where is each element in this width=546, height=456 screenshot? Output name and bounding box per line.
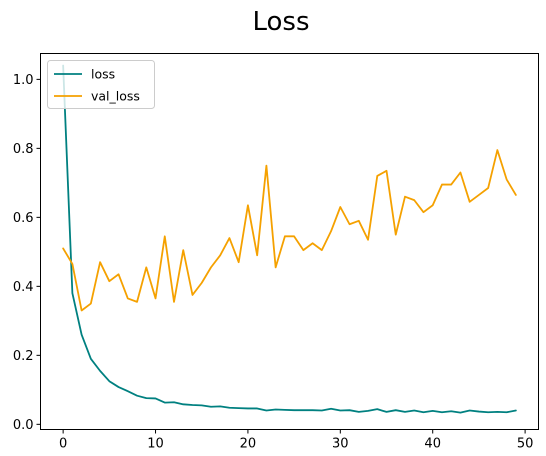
legend-label-loss: loss [91,67,115,82]
series-layer [62,64,517,414]
y-tick-label: 0.4 [13,280,34,295]
chart-title: Loss [252,7,309,37]
x-tick-label: 20 [240,437,257,452]
y-tick-label: 0.2 [13,349,34,364]
x-tick-label: 10 [147,437,164,452]
x-tick-label: 30 [332,437,349,452]
y-axis: 0.0 0.2 0.4 0.6 0.8 1.0 [13,73,41,433]
y-tick-label: 0.8 [13,142,34,157]
series-line-val-loss [62,149,517,312]
x-axis: 0 10 20 30 40 50 [59,429,534,452]
x-tick-label: 0 [59,437,67,452]
series-line-loss [62,64,517,414]
plot-frame [40,53,539,430]
x-tick-label: 40 [424,437,441,452]
y-tick-label: 0.6 [13,211,34,226]
y-tick-label: 1.0 [13,73,34,88]
x-tick-label: 50 [517,437,534,452]
legend: loss val_loss [47,60,155,109]
y-tick-label: 0.0 [13,418,34,433]
legend-label-val-loss: val_loss [91,89,140,104]
